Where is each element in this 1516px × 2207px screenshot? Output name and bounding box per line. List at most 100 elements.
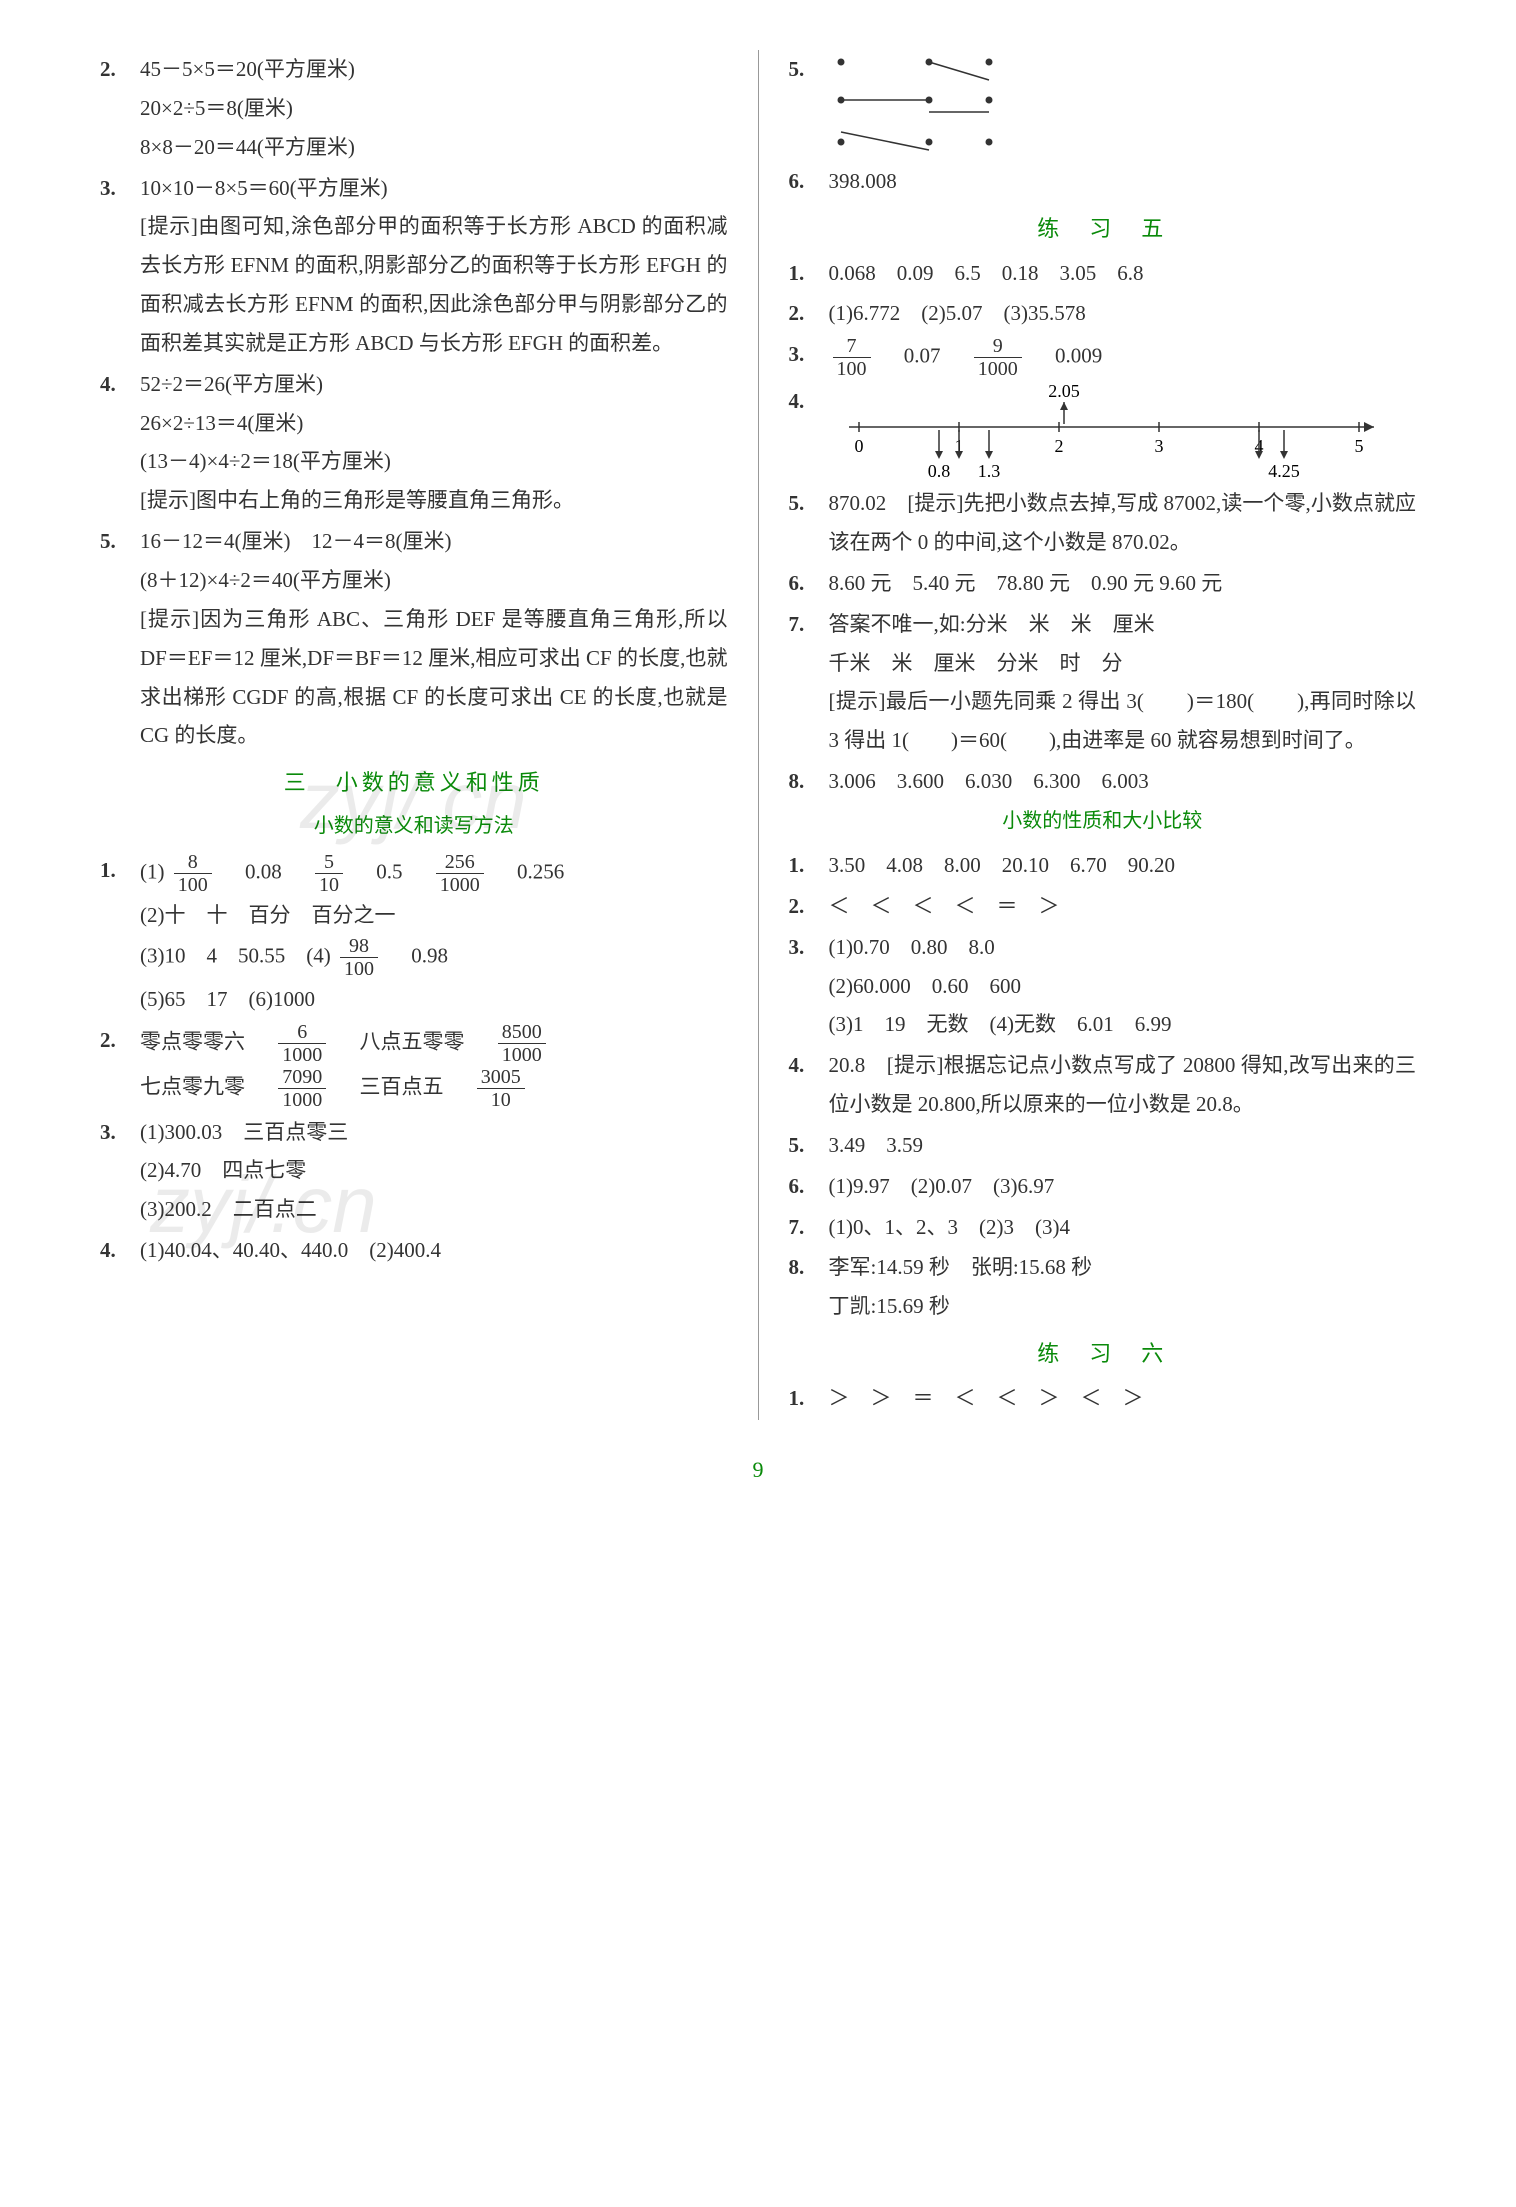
- prop-item-3: 3. (1)0.70 0.80 8.0 (2)60.000 0.60 600 (…: [789, 928, 1417, 1045]
- line: 16－12＝4(厘米) 12－4＝8(厘米): [140, 522, 728, 561]
- line: 答案不唯一,如:分米 米 米 厘米: [829, 605, 1417, 644]
- item-number: 3.: [100, 1113, 140, 1230]
- item-number: 2.: [789, 887, 829, 926]
- e5-item-1: 1. 0.068 0.09 6.5 0.18 3.05 6.8: [789, 254, 1417, 293]
- fraction: 85001000: [498, 1021, 546, 1066]
- right-column: 5. 6. 398.008 练 习 五 1. 0.068 0.09 6.5 0.…: [759, 50, 1437, 1420]
- fraction: 61000: [278, 1021, 326, 1066]
- item-number: 1.: [789, 254, 829, 293]
- item-body: 870.02 [提示]先把小数点去掉,写成 87002,读一个零,小数点就应该在…: [829, 484, 1417, 562]
- line: (1)0.70 0.80 8.0: [829, 928, 1417, 967]
- fraction: 2561000: [436, 851, 484, 896]
- item-body: 3.50 4.08 8.00 20.10 6.70 90.20: [829, 846, 1417, 885]
- fraction: 300510: [477, 1066, 525, 1111]
- s3-item-4: 4. (1)40.04、40.40、440.0 (2)400.4: [100, 1231, 728, 1270]
- item-number: 3.: [100, 169, 140, 363]
- item-body: 16－12＝4(厘米) 12－4＝8(厘米) (8＋12)×4÷2＝40(平方厘…: [140, 522, 728, 755]
- fraction: 98100: [340, 935, 378, 980]
- prop-item-8: 8. 李军:14.59 秒 张明:15.68 秒 丁凯:15.69 秒: [789, 1248, 1417, 1326]
- svg-text:2: 2: [1054, 436, 1063, 456]
- e5-item-7: 7. 答案不唯一,如:分米 米 米 厘米 千米 米 厘米 分米 时 分 [提示]…: [789, 605, 1417, 760]
- line: (2)十 十 百分 百分之一: [140, 896, 728, 935]
- left-item-2: 2. 45－5×5＝20(平方厘米) 20×2÷5＝8(厘米) 8×8－20＝4…: [100, 50, 728, 167]
- item-number: 3.: [789, 928, 829, 1045]
- line: 8×8－20＝44(平方厘米): [140, 128, 728, 167]
- prop-item-5: 5. 3.49 3.59: [789, 1126, 1417, 1165]
- svg-text:0: 0: [854, 436, 863, 456]
- line: 零点零零六 61000 八点五零零 85001000: [140, 1021, 728, 1066]
- svg-text:2.05: 2.05: [1048, 382, 1080, 401]
- line: 52÷2＝26(平方厘米): [140, 365, 728, 404]
- item-body: 52÷2＝26(平方厘米) 26×2÷13＝4(厘米) (13－4)×4÷2＝1…: [140, 365, 728, 520]
- item-body: 零点零零六 61000 八点五零零 85001000 七点零九零 7090100…: [140, 1021, 728, 1111]
- line: 10×10－8×5＝60(平方厘米): [140, 169, 728, 208]
- line: 20×2÷5＝8(厘米): [140, 89, 728, 128]
- item-number: 6.: [789, 1167, 829, 1206]
- item-body: 7100 0.07 91000 0.009: [829, 335, 1417, 380]
- property-title: 小数的性质和大小比较: [789, 803, 1417, 840]
- item-body: 3.49 3.59: [829, 1126, 1417, 1165]
- right-item-6: 6. 398.008: [789, 162, 1417, 201]
- e5-item-4: 4. 0123452.050.81.34.25: [789, 382, 1417, 482]
- item-number: 3.: [789, 335, 829, 380]
- line: (8＋12)×4÷2＝40(平方厘米): [140, 561, 728, 600]
- line: 丁凯:15.69 秒: [829, 1287, 1417, 1326]
- item-number: 5.: [789, 50, 829, 160]
- prop-item-1: 1. 3.50 4.08 8.00 20.10 6.70 90.20: [789, 846, 1417, 885]
- e5-item-3: 3. 7100 0.07 91000 0.009: [789, 335, 1417, 380]
- item-number: 1.: [789, 846, 829, 885]
- left-item-4: 4. 52÷2＝26(平方厘米) 26×2÷13＝4(厘米) (13－4)×4÷…: [100, 365, 728, 520]
- line: (2)4.70 四点七零: [140, 1151, 728, 1190]
- item-body: ＞ ＞ ＝ ＜ ＜ ＞ ＜ ＞: [829, 1379, 1417, 1418]
- e5-item-5: 5. 870.02 [提示]先把小数点去掉,写成 87002,读一个零,小数点就…: [789, 484, 1417, 562]
- left-item-3: 3. 10×10－8×5＝60(平方厘米) [提示]由图可知,涂色部分甲的面积等…: [100, 169, 728, 363]
- item-number: 5.: [789, 484, 829, 562]
- e6-item-1: 1. ＞ ＞ ＝ ＜ ＜ ＞ ＜ ＞: [789, 1379, 1417, 1418]
- exercise-6-title: 练 习 六: [789, 1334, 1417, 1375]
- item-number: 5.: [789, 1126, 829, 1165]
- hint-text: [提示]图中右上角的三角形是等腰直角三角形。: [140, 481, 728, 520]
- item-body: (1) 8100 0.08 510 0.5 2561000 0.256 (2)十…: [140, 851, 728, 1019]
- item-body: ＜ ＜ ＜ ＜ ＝ ＞: [829, 887, 1417, 926]
- fraction: 70901000: [278, 1066, 326, 1111]
- prop-item-2: 2. ＜ ＜ ＜ ＜ ＝ ＞: [789, 887, 1417, 926]
- item-number: 1.: [100, 851, 140, 1019]
- item-body: (1)0、1、2、3 (2)3 (3)4: [829, 1208, 1417, 1247]
- right-item-5: 5.: [789, 50, 1417, 160]
- line: (13－4)×4÷2＝18(平方厘米): [140, 442, 728, 481]
- line: (5)65 17 (6)1000: [140, 980, 728, 1019]
- svg-text:0.8: 0.8: [927, 461, 950, 481]
- svg-text:4.25: 4.25: [1268, 461, 1300, 481]
- item-body: 45－5×5＝20(平方厘米) 20×2÷5＝8(厘米) 8×8－20＝44(平…: [140, 50, 728, 167]
- line: 李军:14.59 秒 张明:15.68 秒: [829, 1248, 1417, 1287]
- s3-item-1: 1. (1) 8100 0.08 510 0.5 2561000 0.256 (…: [100, 851, 728, 1019]
- item-body: 10×10－8×5＝60(平方厘米) [提示]由图可知,涂色部分甲的面积等于长方…: [140, 169, 728, 363]
- item-number: 2.: [100, 1021, 140, 1111]
- section-3-title: 三 小数的意义和性质: [100, 763, 728, 804]
- item-number: 1.: [789, 1379, 829, 1418]
- line: (3)200.2 二百点二: [140, 1190, 728, 1229]
- item-number: 4.: [789, 1046, 829, 1124]
- page-content: 2. 45－5×5＝20(平方厘米) 20×2÷5＝8(厘米) 8×8－20＝4…: [0, 50, 1516, 1420]
- item-body: (1)300.03 三百点零三 (2)4.70 四点七零 (3)200.2 二百…: [140, 1113, 728, 1230]
- line: (2)60.000 0.60 600: [829, 967, 1417, 1006]
- line: 七点零九零 70901000 三百点五 300510: [140, 1066, 728, 1111]
- left-column: 2. 45－5×5＝20(平方厘米) 20×2÷5＝8(厘米) 8×8－20＝4…: [80, 50, 759, 1420]
- line: 26×2÷13＝4(厘米): [140, 404, 728, 443]
- e5-item-2: 2. (1)6.772 (2)5.07 (3)35.578: [789, 294, 1417, 333]
- line: (3)1 19 无数 (4)无数 6.01 6.99: [829, 1005, 1417, 1044]
- section-3-subtitle: 小数的意义和读写方法: [100, 808, 728, 845]
- s3-item-2: 2. 零点零零六 61000 八点五零零 85001000 七点零九零 7090…: [100, 1021, 728, 1111]
- line: (1)40.04、40.40、440.0 (2)400.4: [140, 1231, 728, 1270]
- item-number: 5.: [100, 522, 140, 755]
- fraction: 7100: [833, 335, 871, 380]
- item-number: 8.: [789, 762, 829, 801]
- item-number: 6.: [789, 162, 829, 201]
- item-body: (1)6.772 (2)5.07 (3)35.578: [829, 294, 1417, 333]
- exercise-5-title: 练 习 五: [789, 209, 1417, 250]
- svg-text:1.3: 1.3: [977, 461, 1000, 481]
- dot-line-diagram: [829, 50, 1029, 160]
- page-number: 9: [0, 1450, 1516, 1491]
- item-number: 4.: [789, 382, 829, 482]
- line: 千米 米 厘米 分米 时 分: [829, 644, 1417, 683]
